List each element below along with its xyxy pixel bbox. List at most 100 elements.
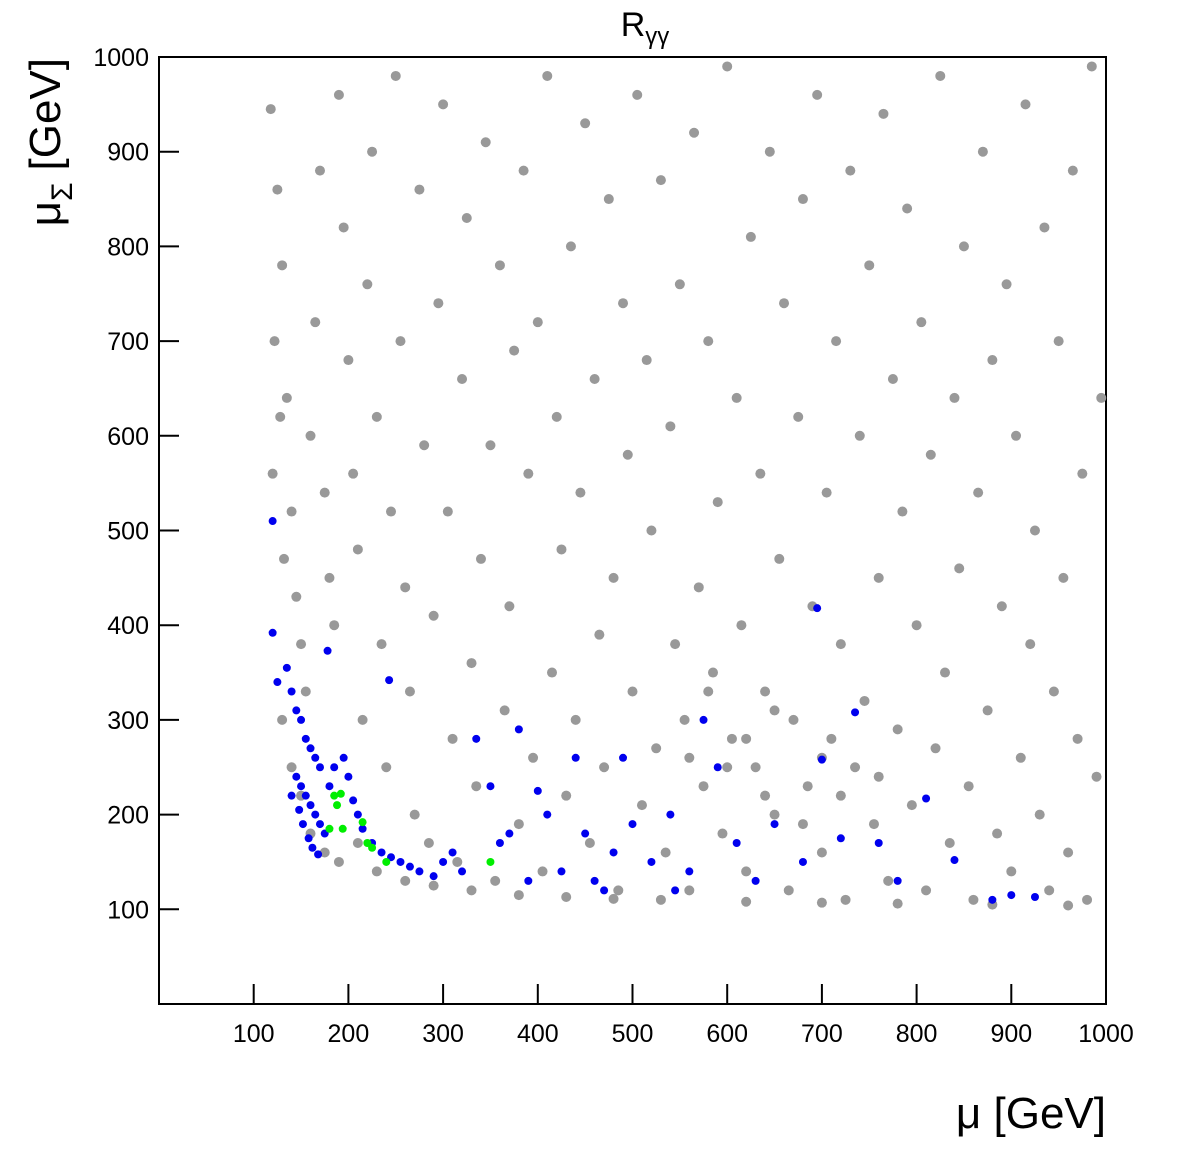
point [268, 517, 277, 526]
point [589, 373, 600, 384]
point [458, 867, 467, 876]
point [641, 355, 652, 366]
point [265, 104, 276, 115]
point [556, 544, 567, 555]
point [1011, 430, 1022, 441]
point [533, 786, 542, 795]
point [1077, 468, 1088, 479]
point [893, 876, 902, 885]
point [671, 886, 680, 895]
point [741, 866, 752, 877]
point [670, 639, 681, 650]
point [736, 620, 747, 631]
point [613, 885, 624, 896]
y-tick-label: 300 [107, 707, 149, 735]
point [831, 336, 842, 347]
chart-title: Rγγ [621, 6, 670, 50]
point [864, 260, 875, 271]
point [930, 743, 941, 754]
point [272, 184, 283, 195]
point [636, 800, 647, 811]
point [395, 336, 406, 347]
point [760, 790, 771, 801]
point [315, 820, 324, 829]
point [575, 487, 586, 498]
point [439, 857, 448, 866]
point [813, 604, 822, 613]
point [973, 487, 984, 498]
x-axis-title: μ [GeV] [956, 1089, 1106, 1138]
point [906, 800, 917, 811]
point [674, 279, 685, 290]
point [368, 843, 377, 852]
point [333, 856, 344, 867]
point [1020, 99, 1031, 110]
point [1030, 892, 1039, 901]
point [1063, 900, 1074, 911]
point [666, 810, 675, 819]
point [457, 373, 468, 384]
point [911, 620, 922, 631]
point [840, 894, 851, 905]
point [892, 898, 903, 909]
point [892, 724, 903, 735]
point [314, 165, 325, 176]
point [750, 762, 761, 773]
point [301, 791, 310, 800]
plot-frame [158, 56, 1107, 1005]
point [390, 70, 401, 81]
point [968, 894, 979, 905]
point [423, 838, 434, 849]
point [279, 553, 290, 564]
point [532, 317, 543, 328]
point [518, 165, 529, 176]
point [646, 525, 657, 536]
point [382, 857, 391, 866]
point [475, 553, 486, 564]
point [950, 856, 959, 865]
point [679, 714, 690, 725]
point [584, 838, 595, 849]
point [684, 752, 695, 763]
x-tick-label: 500 [612, 1020, 654, 1048]
y-title-sub: Σ [46, 183, 79, 202]
point [1072, 733, 1083, 744]
point [1091, 771, 1102, 782]
point [1025, 639, 1036, 650]
point [490, 875, 501, 886]
y-tick-label: 800 [107, 233, 149, 261]
point [1086, 61, 1097, 72]
point [486, 782, 495, 791]
point [448, 848, 457, 857]
point [660, 847, 671, 858]
point [504, 601, 515, 612]
point [306, 744, 315, 753]
point [315, 763, 324, 772]
x-tick-label: 700 [801, 1020, 843, 1048]
point [485, 440, 496, 451]
point [1048, 686, 1059, 697]
point [405, 862, 414, 871]
point [717, 828, 728, 839]
point [873, 771, 884, 782]
point [902, 203, 913, 214]
point [319, 847, 330, 858]
point [836, 834, 845, 843]
point [386, 506, 397, 517]
point [816, 847, 827, 858]
point [323, 646, 332, 655]
point [419, 440, 430, 451]
point [286, 506, 297, 517]
point [958, 241, 969, 252]
point [300, 686, 311, 697]
point [826, 733, 837, 744]
point [859, 695, 870, 706]
point [330, 763, 339, 772]
y-tick-label: 600 [107, 423, 149, 451]
point [963, 781, 974, 792]
point [325, 782, 334, 791]
point [400, 582, 411, 593]
point [996, 601, 1007, 612]
point [851, 708, 860, 717]
